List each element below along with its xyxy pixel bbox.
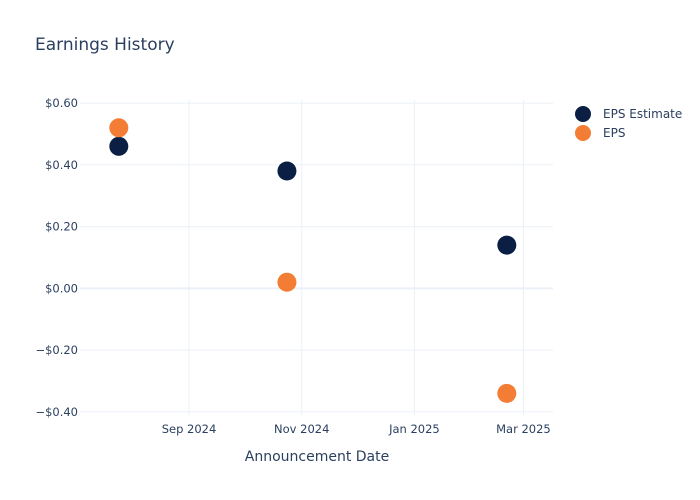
legend-label: EPS xyxy=(603,126,625,140)
x-axis-title: Announcement Date xyxy=(245,449,389,465)
data-point[interactable] xyxy=(497,383,517,403)
data-point[interactable] xyxy=(109,136,129,156)
x-tick-label: Jan 2025 xyxy=(388,422,440,436)
y-tick-label: −$0.40 xyxy=(35,405,78,419)
x-tick-label: Mar 2025 xyxy=(496,422,551,436)
data-point[interactable] xyxy=(497,235,517,255)
data-point[interactable] xyxy=(277,161,297,181)
x-tick-label: Sep 2024 xyxy=(162,422,217,436)
legend[interactable]: EPS Estimate EPS xyxy=(575,106,682,141)
y-tick-label: $0.40 xyxy=(45,158,78,172)
chart-title: Earnings History xyxy=(35,35,175,55)
y-tick-label: $0.20 xyxy=(45,220,78,234)
legend-marker xyxy=(575,125,591,141)
y-tick-label: $0.00 xyxy=(45,281,78,295)
data-point[interactable] xyxy=(109,118,129,138)
grid-layer xyxy=(80,100,553,415)
x-tick-label: Nov 2024 xyxy=(274,422,329,436)
series-1 xyxy=(109,118,517,403)
legend-item[interactable]: EPS Estimate xyxy=(575,106,682,122)
legend-label: EPS Estimate xyxy=(603,107,682,121)
legend-item[interactable]: EPS xyxy=(575,125,625,141)
y-axis-ticks: $0.60 $0.40 $0.20 $0.00 −$0.20 −$0.40 xyxy=(35,96,78,419)
series-0 xyxy=(109,136,517,255)
y-tick-label: −$0.20 xyxy=(35,343,78,357)
legend-marker xyxy=(575,106,591,122)
data-points xyxy=(109,118,517,403)
x-axis-ticks: Sep 2024 Nov 2024 Jan 2025 Mar 2025 xyxy=(162,422,551,436)
y-tick-label: $0.60 xyxy=(45,96,78,110)
data-point[interactable] xyxy=(277,272,297,292)
